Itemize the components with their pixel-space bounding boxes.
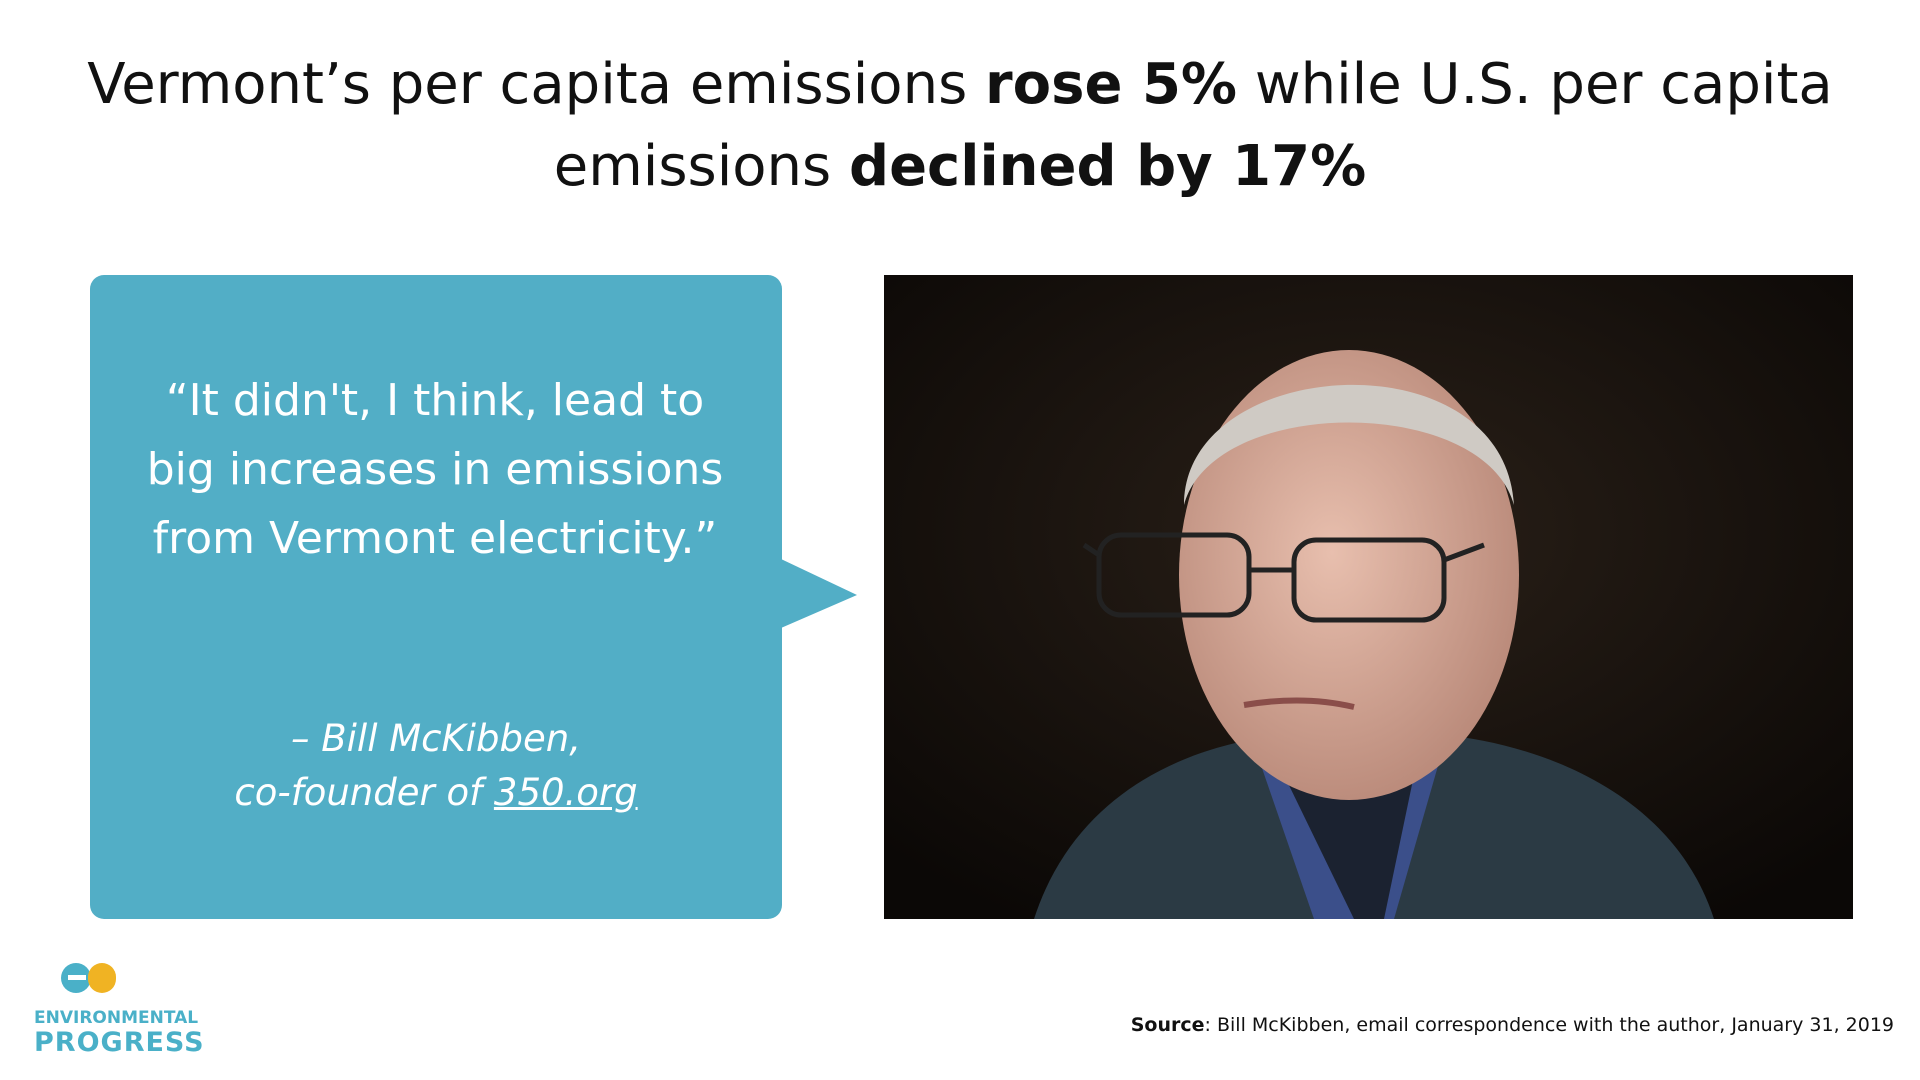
logo-line2: PROGRESS [34, 1027, 205, 1058]
quote: “It didn't, I think, lead to big increas… [146, 375, 724, 564]
slide-title: Vermont’s per capita emissions rose 5% w… [80, 44, 1840, 208]
portrait-photo [884, 275, 1853, 919]
role-prefix: co-founder of [234, 771, 494, 814]
title-emphasis: declined by 17% [848, 134, 1367, 199]
logo-icon [61, 963, 116, 993]
source-label: Source [1130, 1014, 1205, 1036]
title-text: while U.S. per capita emissions [553, 52, 1833, 199]
title-text: Vermont’s per capita emissions [87, 52, 986, 117]
logo-line1: ENVIRONMENTAL [34, 1008, 199, 1028]
logo: ENVIRONMENTAL PROGRESS [34, 960, 205, 1058]
title-emphasis: rose 5% [985, 52, 1238, 117]
source-note: Source: Bill McKibben, email corresponde… [1131, 1014, 1894, 1036]
source-text: : Bill McKibben, email correspondence wi… [1204, 1014, 1894, 1036]
attribution: – Bill McKibben, co-founder of 350.org [90, 712, 782, 820]
attribution-role: co-founder of 350.org [90, 766, 782, 820]
attribution-name: – Bill McKibben, [290, 717, 581, 760]
link[interactable]: 350.org [493, 771, 638, 814]
